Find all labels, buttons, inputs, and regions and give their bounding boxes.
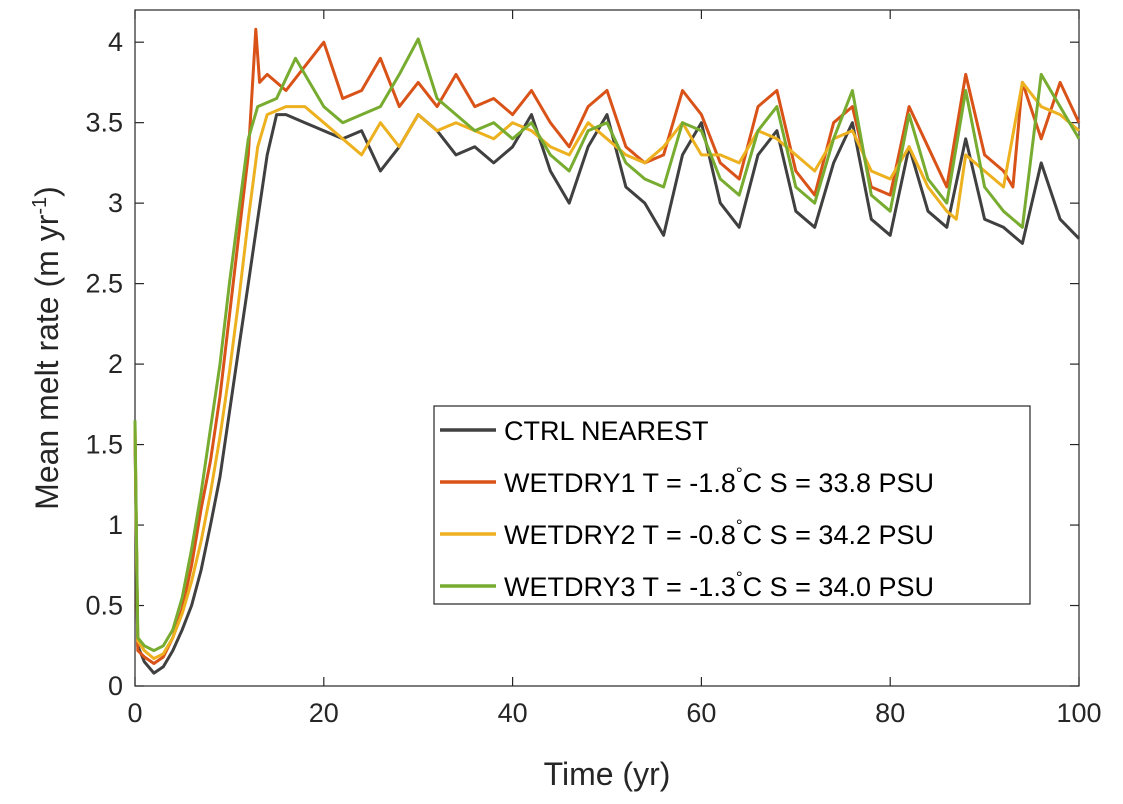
x-tick-label: 40	[498, 698, 528, 728]
data-series	[133, 27, 1081, 675]
y-tick-label: 0	[108, 671, 123, 701]
legend-label-3: WETDRY2 T = -0.8°C S = 34.2 PSU	[504, 516, 934, 550]
legend-label-main: CTRL NEAREST	[504, 416, 709, 446]
y-axis-label-close: )	[29, 186, 65, 197]
y-axis-label: Mean melt rate (m yr-1)	[29, 186, 65, 510]
series-line-2	[133, 27, 1081, 665]
legend-label-degree: °	[736, 516, 743, 535]
legend-box	[433, 405, 1031, 605]
legend-label-degree: °	[736, 464, 743, 483]
x-axis-label: Time (yr)	[544, 756, 671, 792]
legend-label-rest: C S = 34.2 PSU	[743, 520, 934, 550]
legend-label-degree: °	[736, 568, 743, 587]
legend-label-main: WETDRY2 T = -0.8	[504, 520, 736, 550]
y-tick-label: 3	[108, 188, 123, 218]
x-tick-label: 20	[309, 698, 339, 728]
y-tick-label: 1.5	[85, 430, 123, 460]
x-tick-label: 80	[875, 698, 905, 728]
legend-label-rest: C S = 34.0 PSU	[743, 572, 934, 602]
y-tick-label: 2	[108, 349, 123, 379]
series-line-4	[133, 37, 1081, 653]
legend-label-2: WETDRY1 T = -1.8°C S = 33.8 PSU	[504, 464, 934, 498]
y-tick-label: 3.5	[85, 108, 123, 138]
y-axis-label-main: Mean melt rate (m yr	[29, 214, 65, 510]
y-axis-label-superscript: -1	[29, 197, 51, 215]
axis-ticks: 0 20 40 60 80 100 0 0.5 1 1.5 2 2.5 3 3.5 4	[85, 10, 1102, 728]
legend-label-main: WETDRY1 T = -1.8	[504, 468, 736, 498]
legend-label-4: WETDRY3 T = -1.3°C S = 34.0 PSU	[504, 568, 934, 602]
x-tick-label: 100	[1056, 698, 1101, 728]
y-tick-label: 4	[108, 27, 123, 57]
legend-label-rest: C S = 33.8 PSU	[743, 468, 934, 498]
legend-label-main: WETDRY3 T = -1.3	[504, 572, 736, 602]
y-tick-label: 0.5	[85, 591, 123, 621]
x-tick-label: 0	[127, 698, 142, 728]
legend-label-1: CTRL NEAREST	[504, 416, 709, 446]
y-tick-label: 2.5	[85, 269, 123, 299]
y-tick-label: 1	[108, 510, 123, 540]
x-tick-label: 60	[686, 698, 716, 728]
